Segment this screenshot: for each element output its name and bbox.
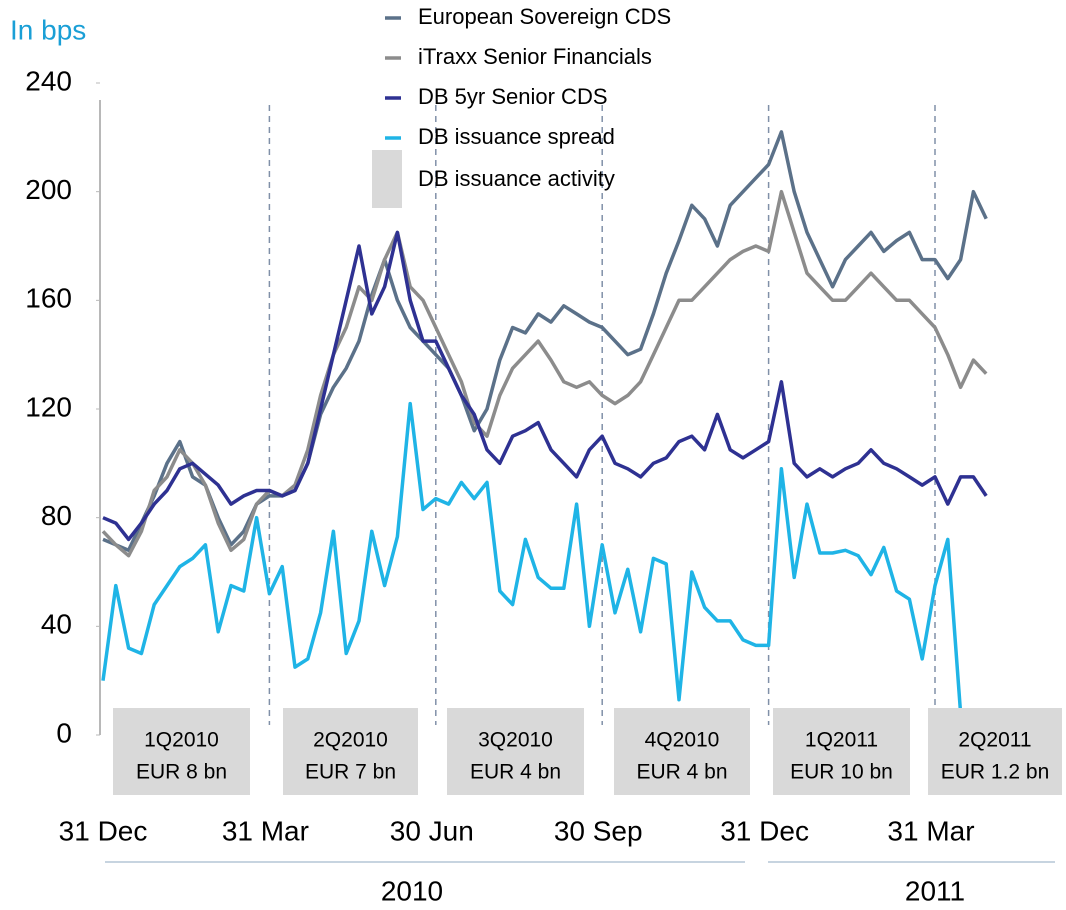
issuance-box bbox=[113, 708, 250, 795]
legend-label: European Sovereign CDS bbox=[418, 4, 671, 29]
quarter-label: 1Q2011 bbox=[805, 729, 878, 752]
y-axis-label: In bps bbox=[10, 14, 86, 45]
issuance-box bbox=[773, 708, 910, 795]
quarter-amount: EUR 4 bn bbox=[636, 761, 727, 784]
issuance-box bbox=[614, 708, 750, 795]
issuance-box bbox=[283, 708, 418, 795]
x-tick-label: 31 Dec bbox=[720, 815, 809, 846]
quarter-amount: EUR 8 bn bbox=[136, 761, 227, 784]
legend-swatch bbox=[372, 150, 402, 208]
y-tick-label: 0 bbox=[56, 717, 72, 748]
year-label: 2010 bbox=[381, 875, 443, 906]
issuance-box bbox=[447, 708, 584, 795]
series-line bbox=[101, 401, 975, 726]
quarter-label: 1Q2010 bbox=[144, 729, 219, 752]
y-tick-label: 40 bbox=[41, 609, 72, 640]
quarter-amount: EUR 4 bn bbox=[470, 761, 561, 784]
y-tick-label: 80 bbox=[41, 500, 72, 531]
quarter-label: 2Q2011 bbox=[958, 729, 1031, 752]
legend-label: DB 5yr Senior CDS bbox=[418, 84, 608, 109]
quarter-label: 4Q2010 bbox=[645, 729, 720, 752]
legend-label: DB issuance activity bbox=[418, 166, 615, 191]
x-tick-label: 31 Dec bbox=[59, 815, 148, 846]
y-tick-label: 240 bbox=[25, 65, 72, 96]
legend-label: iTraxx Senior Financials bbox=[418, 44, 652, 69]
quarter-amount: EUR 10 bn bbox=[790, 761, 893, 784]
x-tick-label: 30 Sep bbox=[554, 815, 643, 846]
y-tick-label: 160 bbox=[25, 283, 72, 314]
quarter-amount: EUR 1.2 bn bbox=[941, 761, 1050, 784]
quarter-amount: EUR 7 bn bbox=[305, 761, 396, 784]
series-line bbox=[102, 230, 988, 542]
x-tick-label: 31 Mar bbox=[222, 815, 309, 846]
legend-label: DB issuance spread bbox=[418, 124, 615, 149]
x-tick-label: 31 Mar bbox=[887, 815, 974, 846]
series-line bbox=[101, 189, 988, 558]
series-line bbox=[102, 130, 988, 553]
y-tick-label: 200 bbox=[25, 174, 72, 205]
year-label: 2011 bbox=[905, 875, 965, 906]
quarter-label: 2Q2010 bbox=[313, 729, 388, 752]
quarter-label: 3Q2010 bbox=[478, 729, 553, 752]
issuance-box bbox=[928, 708, 1062, 795]
x-tick-label: 30 Jun bbox=[390, 815, 474, 846]
y-tick-label: 120 bbox=[25, 391, 72, 422]
